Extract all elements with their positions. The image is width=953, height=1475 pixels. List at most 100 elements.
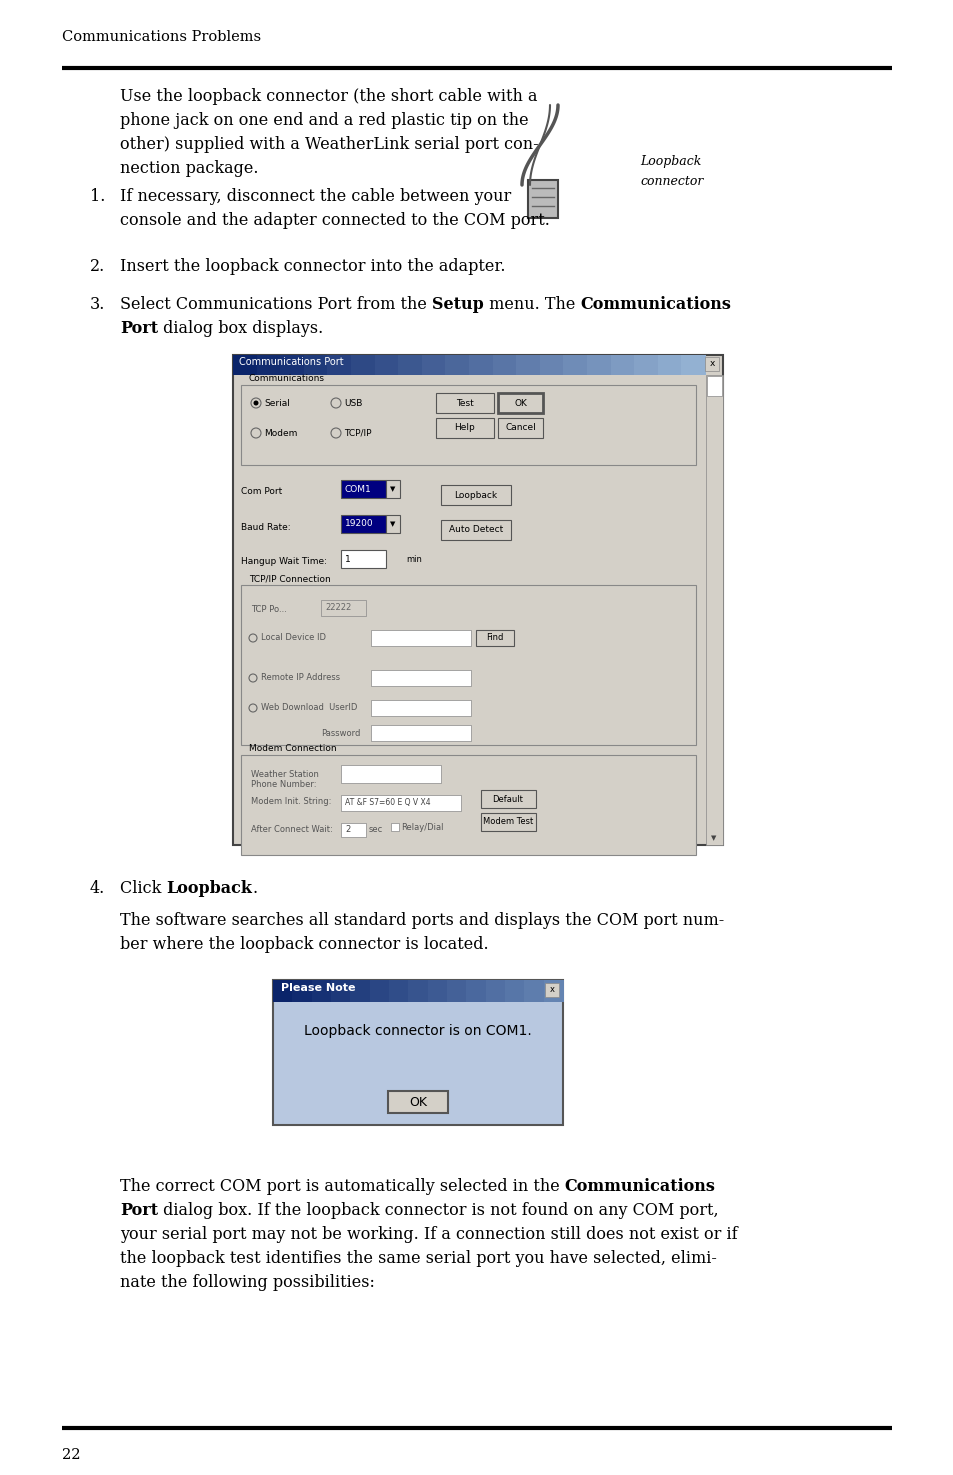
Bar [375, 355, 398, 375]
Text: Password: Password [320, 729, 360, 738]
Text: TCP/IP Connection: TCP/IP Connection [249, 574, 331, 583]
Bar [436, 392, 494, 413]
Circle shape [253, 401, 258, 406]
Text: .: . [253, 881, 257, 897]
Text: AT &F S7=60 E Q V X4: AT &F S7=60 E Q V X4 [345, 798, 430, 807]
Text: The software searches all standard ports and displays the COM port num-: The software searches all standard ports… [120, 912, 723, 929]
Text: your serial port may not be working. If a connection still does not exist or if: your serial port may not be working. If … [120, 1226, 737, 1243]
Text: min: min [406, 555, 421, 563]
Bar [386, 479, 399, 499]
Text: Find: Find [486, 633, 503, 643]
Text: Modem Init. String:: Modem Init. String: [251, 796, 331, 805]
Text: Modem Test: Modem Test [482, 817, 533, 826]
Text: Modem: Modem [264, 429, 297, 438]
Bar [340, 515, 386, 532]
Text: the loopback test identifies the same serial port you have selected, elimi-: the loopback test identifies the same se… [120, 1249, 716, 1267]
Bar [427, 979, 448, 1002]
Bar [492, 355, 517, 375]
Text: Modem Connection: Modem Connection [249, 743, 336, 754]
Bar [447, 979, 467, 1002]
Bar [386, 515, 399, 532]
Text: ▼: ▼ [390, 485, 395, 493]
Bar [524, 979, 544, 1002]
Text: sec: sec [369, 826, 383, 835]
Bar [340, 479, 386, 499]
Text: Setup: Setup [432, 296, 483, 313]
Text: Test: Test [456, 398, 474, 407]
Bar [445, 355, 470, 375]
Text: Port: Port [120, 320, 158, 336]
Bar [436, 417, 494, 438]
Text: Weather Station: Weather Station [251, 770, 318, 779]
Text: Remote IP Address: Remote IP Address [261, 674, 340, 683]
Text: ▼: ▼ [711, 835, 716, 841]
Text: Communications: Communications [579, 296, 730, 313]
Text: If necessary, disconnect the cable between your: If necessary, disconnect the cable betwe… [120, 187, 511, 205]
Text: other) supplied with a WeatherLink serial port con-: other) supplied with a WeatherLink seria… [120, 136, 538, 153]
Bar [680, 355, 705, 375]
Text: Communications: Communications [249, 375, 325, 384]
Text: Relay/Dial: Relay/Dial [400, 823, 443, 832]
Bar [331, 979, 351, 1002]
Bar [340, 823, 366, 836]
Text: Baud Rate:: Baud Rate: [241, 522, 291, 531]
Bar [586, 355, 611, 375]
Text: 3.: 3. [90, 296, 105, 313]
Text: ▼: ▼ [390, 521, 395, 527]
Bar [497, 417, 542, 438]
Bar [516, 355, 540, 375]
Text: Communications Port: Communications Port [239, 357, 343, 367]
Bar [273, 979, 562, 1125]
Bar [634, 355, 659, 375]
Bar [327, 355, 352, 375]
Bar [320, 600, 366, 617]
Text: 1: 1 [345, 555, 351, 563]
Text: Web Download  UserID: Web Download UserID [261, 704, 357, 712]
Bar [280, 355, 304, 375]
Bar [241, 385, 696, 465]
Bar [469, 355, 493, 375]
Text: TCP Po...: TCP Po... [251, 605, 287, 614]
Bar [497, 392, 542, 413]
Text: Auto Detect: Auto Detect [449, 525, 502, 534]
Text: menu. The: menu. The [483, 296, 579, 313]
Text: phone jack on one end and a red plastic tip on the: phone jack on one end and a red plastic … [120, 112, 528, 128]
Bar [233, 355, 257, 375]
Text: console and the adapter connected to the COM port.: console and the adapter connected to the… [120, 212, 549, 229]
Text: Select Communications Port from the: Select Communications Port from the [120, 296, 432, 313]
Bar [440, 521, 511, 540]
Bar [610, 355, 635, 375]
Text: After Connect Wait:: After Connect Wait: [251, 825, 333, 833]
Text: Loopback: Loopback [639, 155, 700, 168]
Text: COM1: COM1 [345, 484, 372, 494]
Bar [369, 979, 390, 1002]
Bar [388, 1092, 448, 1114]
Bar [408, 979, 428, 1002]
Text: Help: Help [455, 423, 475, 432]
Bar [371, 630, 471, 646]
Text: Default: Default [492, 795, 523, 804]
Text: Local Device ID: Local Device ID [261, 633, 326, 643]
Bar [256, 355, 281, 375]
Text: Please Note: Please Note [281, 982, 355, 993]
Text: Communications Problems: Communications Problems [62, 30, 261, 44]
Bar [563, 355, 587, 375]
Text: connector: connector [639, 176, 702, 187]
Text: nection package.: nection package. [120, 159, 258, 177]
Bar [480, 813, 536, 830]
Text: 1.: 1. [90, 187, 105, 205]
Bar [476, 630, 514, 646]
Bar [340, 766, 440, 783]
Text: Port: Port [120, 1202, 158, 1218]
Text: 22: 22 [62, 1448, 80, 1462]
Bar [389, 979, 409, 1002]
Text: Hangup Wait Time:: Hangup Wait Time: [241, 558, 327, 566]
Bar [421, 355, 446, 375]
Bar [233, 355, 722, 845]
Text: x: x [549, 985, 554, 994]
Bar [292, 979, 313, 1002]
Text: 4.: 4. [90, 881, 105, 897]
Bar [504, 979, 525, 1002]
Text: OK: OK [514, 398, 526, 407]
Bar [397, 355, 422, 375]
